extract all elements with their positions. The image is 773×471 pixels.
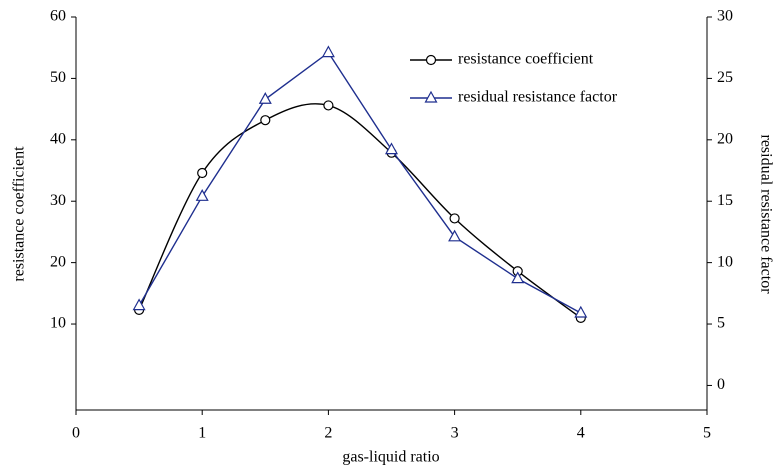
y2-tick-label: 25 [717, 69, 733, 86]
y2-tick-label: 20 [717, 130, 733, 147]
series-line [138, 51, 582, 314]
marker [197, 167, 208, 179]
marker [574, 305, 588, 318]
y-axis-label: resistance coefficient [11, 146, 28, 282]
x-tick-label: 0 [72, 425, 80, 442]
x-tick-label: 5 [703, 425, 711, 442]
marker [448, 229, 462, 242]
marker [323, 100, 334, 111]
marker [424, 90, 438, 103]
y2-tick-label: 5 [717, 315, 725, 332]
y-tick-label: 20 [50, 253, 66, 270]
x-tick-label: 1 [198, 425, 206, 442]
x-tick-label: 3 [451, 425, 459, 442]
y-tick-label: 60 [50, 8, 66, 25]
marker [425, 54, 437, 66]
y-tick-label: 50 [50, 69, 66, 86]
marker [195, 189, 209, 201]
marker [449, 213, 460, 224]
y2-axis-label: residual resistance factor [757, 134, 773, 294]
marker [258, 92, 272, 104]
y-tick-label: 10 [50, 315, 66, 332]
marker [321, 45, 335, 58]
y-tick-label: 30 [50, 192, 66, 209]
legend-label: resistance coefficient [458, 51, 594, 68]
x-tick-label: 2 [324, 425, 332, 442]
y2-tick-label: 0 [717, 376, 725, 393]
marker [511, 271, 525, 284]
y2-tick-label: 10 [717, 253, 733, 270]
marker [384, 142, 399, 155]
x-tick-label: 4 [577, 425, 585, 442]
marker [132, 298, 146, 311]
x-axis-label: gas-liquid ratio [342, 449, 439, 466]
y-tick-label: 40 [50, 130, 66, 147]
y2-tick-label: 30 [717, 8, 733, 25]
y2-tick-label: 15 [717, 192, 733, 209]
legend-label: residual resistance factor [458, 89, 618, 106]
series-line [138, 103, 582, 319]
marker [260, 115, 271, 126]
